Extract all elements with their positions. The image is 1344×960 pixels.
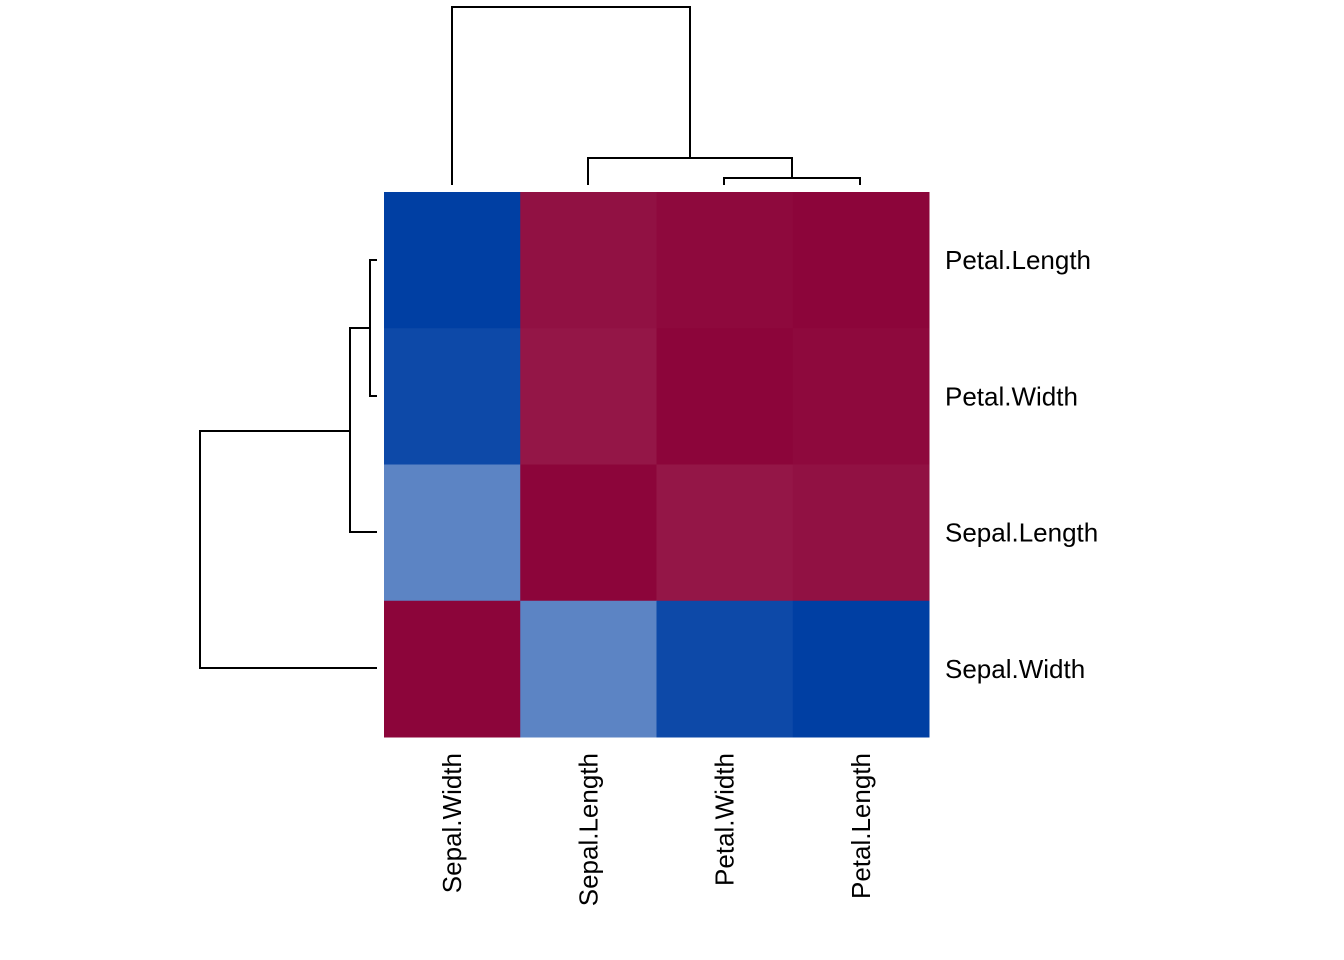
row-dendro-root: [199, 430, 377, 669]
heatmap-cell-Petal.Length-Petal.Length: [792, 192, 930, 329]
column-label-Petal.Length: Petal.Length: [846, 753, 876, 899]
heatmap-cell-Sepal.Width-Sepal.Width: [384, 600, 521, 738]
row-label-Petal.Width: Petal.Width: [945, 381, 1078, 411]
row-label-Petal.Length: Petal.Length: [945, 245, 1091, 275]
heatmap-cell-Petal.Length-Sepal.Width: [384, 192, 521, 329]
heatmap-cell-Sepal.Width-Petal.Width: [656, 600, 794, 738]
row-labels: Petal.Length Petal.Width Sepal.Length Sepal…: [945, 245, 1098, 684]
col-dendro-branch-2: [723, 177, 861, 185]
row-dendro-branch-1: [349, 327, 377, 533]
col-dendro-root: [451, 6, 691, 185]
heatmap-cell-Petal.Width-Sepal.Width: [384, 328, 521, 465]
heatmap-cell-Sepal.Length-Sepal.Width: [384, 464, 521, 602]
row-dendro-branch-2: [369, 259, 377, 397]
heatmap-cell-Sepal.Width-Petal.Length: [792, 600, 930, 738]
heatmap-cell-Sepal.Width-Sepal.Length: [520, 600, 657, 738]
heatmap-cell-Sepal.Length-Sepal.Length: [520, 464, 657, 602]
row-label-Sepal.Length: Sepal.Length: [945, 518, 1098, 548]
column-dendrogram: [451, 6, 861, 185]
column-label-Sepal.Width: Sepal.Width: [437, 753, 467, 893]
heatmap-cell-Petal.Length-Petal.Width: [656, 192, 794, 329]
heatmap-cell-Sepal.Length-Petal.Width: [656, 464, 794, 602]
heatmap-cell-Sepal.Length-Petal.Length: [792, 464, 930, 602]
heatmap-cells: [384, 192, 930, 738]
row-label-Sepal.Width: Sepal.Width: [945, 654, 1085, 684]
heatmap-cell-Petal.Width-Petal.Length: [792, 328, 930, 465]
row-dendrogram: [199, 259, 377, 669]
heatmap-cell-Petal.Width-Petal.Width: [656, 328, 794, 465]
heatmap-cell-Petal.Width-Sepal.Length: [520, 328, 657, 465]
col-dendro-branch-1: [587, 157, 793, 185]
heatmap-cell-Petal.Length-Sepal.Length: [520, 192, 657, 329]
column-label-Sepal.Length: Sepal.Length: [573, 753, 603, 906]
column-labels: Sepal.Width Sepal.Length Petal.Width Petal.…: [437, 753, 876, 906]
column-label-Petal.Width: Petal.Width: [710, 753, 740, 886]
